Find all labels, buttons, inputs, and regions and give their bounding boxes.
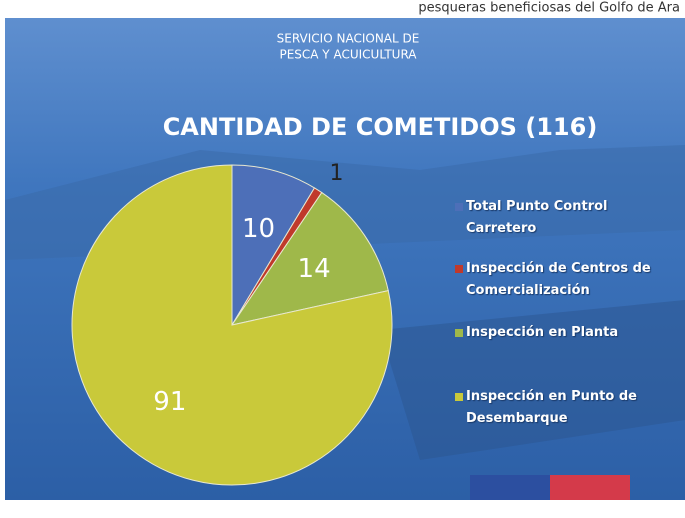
legend-swatch	[455, 393, 463, 401]
pie-slice	[230, 191, 389, 326]
legend-label: Inspección en Planta	[466, 325, 619, 340]
chart-title: CANTIDAD DE COMETIDOS (116)	[163, 113, 598, 141]
data-label: 91	[153, 387, 186, 417]
pie-slice	[231, 164, 316, 327]
header-line: PESCA Y ACUICULTURA	[279, 48, 417, 62]
legend-label: Inspección de Centros de Comercializació…	[466, 261, 651, 298]
data-label: 14	[298, 254, 331, 284]
caption: pesqueras beneficiosas del Golfo de Ara	[418, 1, 680, 16]
flag-blue	[470, 475, 550, 500]
legend-label: Inspección en Punto de Desembarque	[466, 389, 637, 426]
flag-red	[550, 475, 630, 500]
legend-swatch	[455, 265, 463, 273]
pie-slice	[71, 164, 393, 486]
header-line: SERVICIO NACIONAL DE	[277, 32, 420, 46]
data-label: 1	[330, 161, 344, 186]
legend-swatch	[455, 203, 463, 211]
legend-label: Total Punto Control Carretero	[466, 199, 608, 236]
data-label: 10	[242, 214, 275, 244]
legend-swatch	[455, 329, 463, 337]
photo-shape	[380, 300, 685, 460]
